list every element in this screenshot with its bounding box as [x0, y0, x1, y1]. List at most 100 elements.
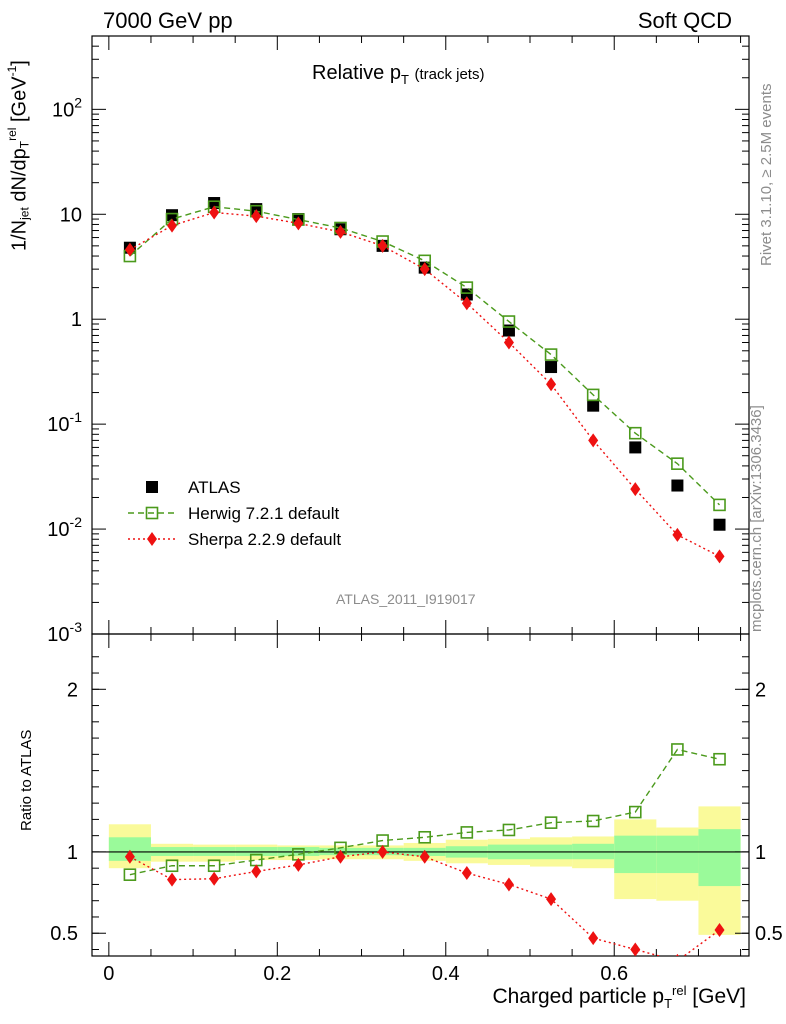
ratio-point-0 [671, 743, 684, 756]
x-tick-label: 0.2 [263, 963, 291, 985]
main-point-2 [546, 377, 557, 392]
energy-label: 7000 GeV pp [103, 8, 233, 33]
main-point-2 [461, 296, 472, 311]
ratio-point-1 [503, 877, 514, 892]
ratio-frame [91, 633, 750, 957]
main-point-0 [629, 441, 642, 454]
main-panel-series [123, 197, 726, 564]
main-point-1 [502, 315, 516, 328]
main-series-line-1 [129, 206, 721, 506]
main-point-2 [672, 527, 683, 542]
ratio-point-0 [586, 814, 600, 828]
legend-label-1: Herwig 7.2.1 default [188, 504, 339, 523]
process-label: Soft QCD [637, 8, 732, 33]
ratio-point-0 [502, 823, 516, 837]
main-point-2 [714, 549, 725, 564]
ratio-point-1 [293, 857, 304, 872]
legend-label-0: ATLAS [188, 478, 241, 497]
main-point-2 [124, 242, 135, 257]
ratio-point-1 [675, 953, 679, 956]
ratio-y-tick-label: 1 [67, 842, 78, 864]
ratio-uncertainty-bands [92, 806, 749, 935]
ratio-point-1 [377, 844, 388, 859]
main-point-1 [671, 457, 684, 470]
ratio-point-1 [335, 849, 346, 864]
main-point-0 [545, 361, 558, 374]
ratio-y-tick-label-right: 1 [755, 842, 766, 864]
main-y-tick-label: 10 [60, 204, 82, 226]
main-point-2 [503, 335, 514, 350]
ratio-y-tick-label-right: 0.5 [755, 923, 783, 945]
main-point-1 [544, 348, 558, 361]
main-point-0 [713, 518, 726, 531]
ratio-point-1 [630, 942, 641, 956]
main-point-2 [293, 216, 304, 231]
ratio-panel-series [123, 743, 726, 956]
mcplots-label: mcplots.cern.ch [arXiv:1306.3436] [748, 405, 765, 632]
main-point-2 [167, 218, 178, 233]
y-axis-label: 1/Njet dN/dpTrel [GeV-1] [5, 60, 32, 252]
ratio-band-inner [698, 829, 741, 887]
main-point-0 [208, 197, 221, 210]
main-series-line-2 [129, 211, 720, 557]
x-tick-label: 0.4 [432, 963, 460, 985]
main-point-1 [628, 426, 642, 440]
legend: ATLAS Herwig 7.2.1 default Sherpa 2.2.9 de… [128, 478, 341, 549]
main-point-0 [587, 399, 600, 412]
main-point-2 [419, 262, 430, 277]
ratio-point-1 [588, 931, 599, 946]
legend-label-2: Sherpa 2.2.9 default [188, 530, 341, 549]
main-point-2 [630, 482, 641, 497]
ratio-point-1 [251, 864, 262, 879]
main-point-2 [209, 205, 220, 220]
ratio-point-0 [207, 859, 221, 873]
axes: 0 0.2 0.4 0.6 10-3 10-2 10-1 1 10 102 0.5 0.5 1 1 2 2 [47, 35, 783, 985]
main-point-2 [251, 209, 262, 224]
ratio-point-0 [544, 816, 558, 829]
x-tick-label: 0 [103, 963, 114, 985]
ratio-band-inner [108, 837, 151, 861]
ratio-point-1 [419, 849, 430, 864]
main-y-tick-label: 102 [52, 94, 82, 121]
plot-title: Relative pT (track jets) [312, 62, 485, 87]
ratio-point-0 [165, 859, 179, 873]
rivet-label: Rivet 3.1.10, ≥ 2.5M events [758, 83, 775, 267]
main-point-2 [335, 224, 346, 239]
ratio-point-1 [461, 866, 472, 881]
ratio-y-axis-label: Ratio to ATLAS [18, 729, 35, 831]
ratio-y-tick-label-right: 2 [755, 679, 766, 701]
main-point-1 [713, 498, 726, 512]
ratio-band-inner [656, 835, 699, 874]
ratio-series-line-0 [129, 748, 720, 876]
ratio-y-tick-label: 2 [67, 679, 78, 701]
x-axis-label: Charged particle pTrel [GeV] [492, 983, 746, 1012]
ratio-point-1 [209, 871, 220, 886]
legend-marker-2 [147, 532, 157, 546]
ratio-point-1 [714, 922, 725, 937]
main-y-tick-label: 10-2 [47, 514, 82, 541]
main-point-0 [671, 479, 684, 492]
main-point-1 [586, 388, 600, 402]
ratio-point-0 [628, 805, 642, 819]
ratio-y-tick-label: 0.5 [50, 923, 78, 945]
ratio-point-0 [418, 830, 432, 844]
ratio-point-0 [460, 826, 474, 839]
ratio-point-0 [123, 868, 137, 881]
x-tick-label: 0.6 [600, 963, 628, 985]
ratio-point-0 [713, 752, 726, 766]
analysis-id: ATLAS_2011_I919017 [336, 591, 476, 607]
main-y-tick-label: 10-3 [47, 619, 82, 646]
ratio-point-1 [124, 849, 135, 864]
main-point-1 [460, 281, 474, 294]
main-point-0 [166, 209, 179, 222]
ratio-point-1 [546, 892, 557, 907]
main-point-2 [377, 238, 388, 253]
main-y-tick-label: 1 [71, 309, 82, 331]
main-y-tick-label: 10-1 [47, 409, 82, 436]
legend-marker-0 [146, 481, 158, 493]
ratio-band-inner [614, 835, 657, 874]
ratio-point-1 [167, 872, 178, 887]
main-point-2 [588, 433, 599, 448]
main-point-0 [460, 288, 473, 301]
